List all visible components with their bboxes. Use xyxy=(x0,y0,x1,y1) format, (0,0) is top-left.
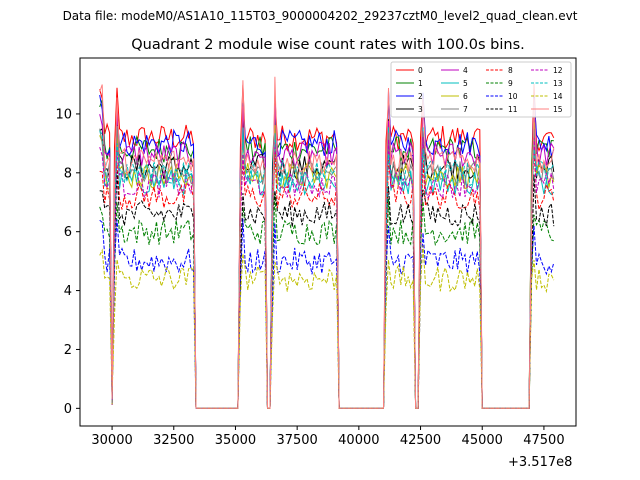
legend-label-1: 1 xyxy=(418,79,423,88)
series-line-11 xyxy=(99,171,555,409)
legend-label-14: 14 xyxy=(553,92,563,101)
series-line-1 xyxy=(99,97,554,409)
chart-title: Quadrant 2 module wise count rates with … xyxy=(131,37,525,53)
series-line-13 xyxy=(99,130,555,409)
legend-label-7: 7 xyxy=(463,105,468,114)
legend-label-11: 11 xyxy=(508,105,518,114)
series-line-0 xyxy=(99,83,555,409)
legend-label-13: 13 xyxy=(553,79,563,88)
axes-frame xyxy=(79,57,577,427)
series-line-10 xyxy=(99,218,555,409)
legend-label-2: 2 xyxy=(418,92,423,101)
legend-label-8: 8 xyxy=(508,66,513,75)
x-tick-label: 40000 xyxy=(338,433,379,448)
series-line-9 xyxy=(99,193,554,409)
y-tick-label: 8 xyxy=(64,166,72,181)
y-tick-label: 0 xyxy=(64,402,72,417)
x-offset-label: +3.517e8 xyxy=(508,455,572,470)
x-tick-label: 32500 xyxy=(153,433,194,448)
series-lines xyxy=(99,76,555,409)
legend-box xyxy=(390,61,572,118)
legend-label-15: 15 xyxy=(553,105,563,114)
y-tick-label: 4 xyxy=(64,284,72,299)
legend-label-4: 4 xyxy=(463,66,468,75)
series-line-8 xyxy=(99,150,555,409)
series-line-2 xyxy=(99,90,555,409)
legend-label-10: 10 xyxy=(508,92,518,101)
legend-label-3: 3 xyxy=(418,105,423,114)
legend-label-9: 9 xyxy=(508,79,513,88)
y-tick-label: 10 xyxy=(55,107,72,122)
legend-label-0: 0 xyxy=(418,66,423,75)
x-tick-label: 42500 xyxy=(400,433,441,448)
y-tick-label: 2 xyxy=(64,343,72,358)
x-tick-label: 45000 xyxy=(462,433,503,448)
x-tick-label: 35000 xyxy=(215,433,256,448)
legend-label-6: 6 xyxy=(463,92,468,101)
x-tick-label: 47500 xyxy=(523,433,564,448)
series-line-5 xyxy=(99,126,555,409)
series-line-15 xyxy=(99,76,555,409)
series-line-7 xyxy=(99,125,555,409)
legend-label-5: 5 xyxy=(463,79,468,88)
x-tick-label: 30000 xyxy=(91,433,132,448)
x-tick-label: 37500 xyxy=(276,433,317,448)
series-line-4 xyxy=(99,105,555,409)
series-line-14 xyxy=(99,245,555,409)
chart-suptitle: Data file: modeM0/AS1A10_115T03_90000042… xyxy=(63,9,578,23)
legend-label-12: 12 xyxy=(553,66,563,75)
series-line-12 xyxy=(99,137,555,409)
y-tick-label: 6 xyxy=(64,225,72,240)
